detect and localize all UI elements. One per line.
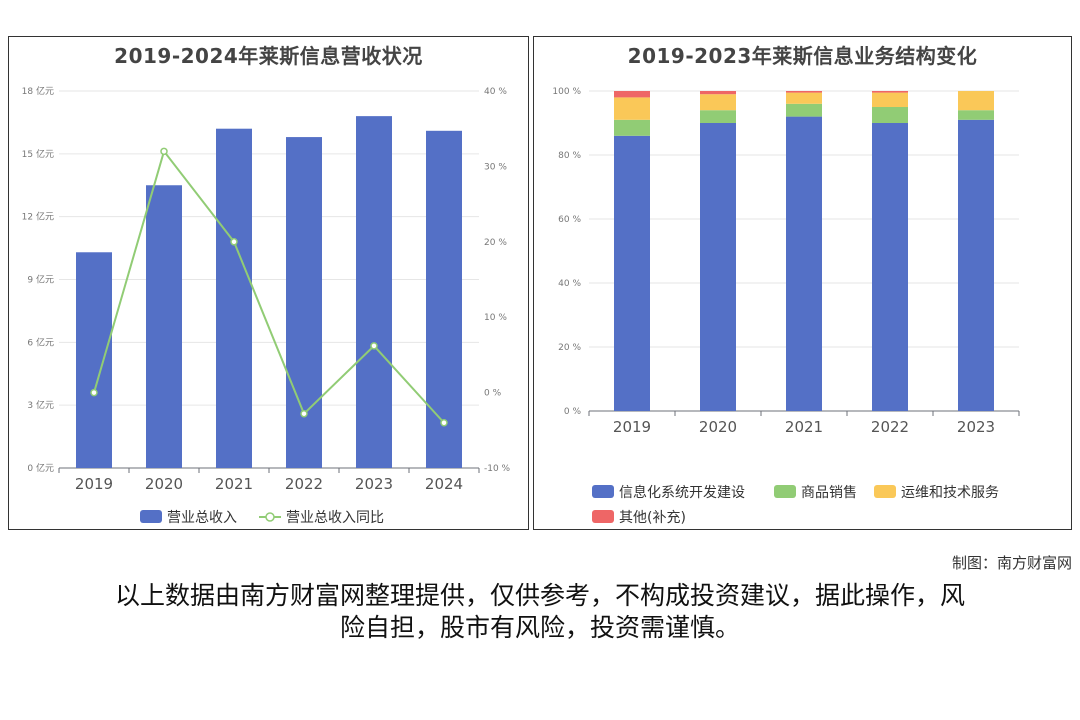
business-structure-chart-panel: 0 % 20 % 40 % 60 % 80 % 100 % 2019 2020 2021 2022… (533, 36, 1072, 530)
revenue-bar (426, 130, 462, 468)
stacked-bar-segment (614, 135, 650, 412)
yoy-point (300, 409, 308, 418)
revenue-chart-panel: 0 亿元 3 亿元 6 亿元 9 亿元 12 亿元 15 亿元 18 亿元 -10 % 0 % 1… (8, 36, 529, 530)
legend-swatch (592, 510, 614, 523)
legend-label-revenue: 营业总收入 (167, 510, 237, 526)
stacked-bar-segment (786, 91, 822, 93)
y-left-tick-label: 3 亿元 (27, 399, 54, 411)
stacked-bar-segment (786, 116, 822, 411)
y-left-tick-label: 15 亿元 (22, 148, 54, 160)
stacked-bar-segment (786, 92, 822, 104)
y-tick-label: 80 % (558, 151, 581, 161)
y-right-tick-label: 40 % (484, 87, 507, 97)
stacked-bar-segment (872, 123, 908, 411)
yoy-point (230, 238, 238, 246)
legend-label-yoy: 营业总收入同比 (286, 510, 384, 526)
revenue-bar (356, 116, 392, 468)
y-tick-label: 100 % (552, 87, 581, 97)
legend-swatch (592, 485, 614, 498)
stacked-bar-segment (958, 91, 994, 111)
y-left-tick-label: 18 亿元 (22, 85, 54, 97)
y-right-tick-label: 30 % (484, 162, 507, 172)
disclaimer-line-1: 以上数据由南方财富网整理提供，仅供参考，不构成投资建议，据此操作，风 (114, 581, 965, 610)
business-structure-chart: 0 % 20 % 40 % 60 % 80 % 100 % 2019 2020 2021 2022… (552, 87, 1020, 526)
yoy-point (370, 342, 378, 350)
x-tick-label: 2022 (285, 475, 323, 493)
y-tick-label: 20 % (558, 343, 581, 353)
legend-swatch (874, 485, 896, 498)
stacked-bar-segment (958, 110, 994, 120)
y-left-tick-label: 9 亿元 (27, 274, 54, 286)
legend-label: 信息化系统开发建设 (619, 484, 745, 501)
revenue-bar (286, 137, 322, 469)
y-right-tick-label: 20 % (484, 238, 507, 248)
x-tick-label: 2023 (355, 475, 393, 493)
revenue-bar (216, 128, 252, 468)
stacked-bar-segment (872, 92, 908, 107)
stacked-bar-segment (700, 91, 736, 95)
legend-marker-yoy (265, 512, 275, 522)
revenue-bar (146, 185, 182, 468)
stacked-bar-segment (700, 110, 736, 123)
revenue-chart: 0 亿元 3 亿元 6 亿元 9 亿元 12 亿元 15 亿元 18 亿元 -10 % 0 % 1… (22, 85, 511, 526)
business-structure-chart-title: 2019-2023年莱斯信息业务结构变化 (627, 44, 978, 68)
x-tick-label: 2022 (871, 418, 909, 436)
y-left-tick-label: 12 亿元 (22, 211, 54, 223)
legend-swatch (774, 485, 796, 498)
x-tick-label: 2020 (699, 418, 737, 436)
x-tick-label: 2023 (957, 418, 995, 436)
chart-credit: 制图：南方财富网 (951, 554, 1072, 572)
legend-label: 商品销售 (801, 485, 857, 501)
stacked-bar-segment (614, 91, 650, 98)
disclaimer-line-2: 险自担，股市有风险，投资需谨慎。 (339, 613, 740, 642)
y-left-tick-label: 0 亿元 (27, 462, 54, 474)
stacked-bar-segment (872, 107, 908, 123)
x-tick-label: 2021 (785, 418, 823, 436)
stacked-bar-segment (700, 94, 736, 111)
disclaimer: 以上数据由南方财富网整理提供，仅供参考，不构成投资建议，据此操作，风 险自担，股… (40, 580, 1040, 644)
legend-label: 运维和技术服务 (901, 485, 999, 501)
stacked-bar-segment (614, 97, 650, 120)
revenue-bar (76, 252, 112, 468)
stacked-bar-segment (958, 119, 994, 412)
stacked-bar-segment (872, 91, 908, 93)
revenue-chart-title: 2019-2024年莱斯信息营收状况 (114, 44, 423, 68)
y-tick-label: 60 % (558, 215, 581, 225)
stacked-bar-segment (786, 103, 822, 117)
legend-swatch-revenue (140, 510, 162, 523)
x-tick-label: 2024 (425, 475, 463, 493)
legend-label: 其他(补充) (619, 510, 686, 526)
y-right-tick-label: -10 % (484, 464, 511, 474)
y-tick-label: 40 % (558, 279, 581, 289)
x-tick-label: 2019 (75, 475, 113, 493)
yoy-line (93, 149, 445, 424)
x-tick-label: 2019 (613, 418, 651, 436)
y-left-tick-label: 6 亿元 (27, 336, 54, 348)
stacked-bar-segment (614, 119, 650, 136)
y-tick-label: 0 % (564, 407, 582, 417)
y-right-tick-label: 0 % (484, 389, 502, 399)
yoy-point (440, 419, 448, 427)
yoy-point (90, 388, 98, 397)
x-tick-label: 2020 (145, 475, 183, 493)
yoy-point (160, 147, 168, 156)
x-tick-label: 2021 (215, 475, 253, 493)
stacked-bar-segment (700, 123, 736, 411)
y-right-tick-label: 10 % (484, 313, 507, 323)
